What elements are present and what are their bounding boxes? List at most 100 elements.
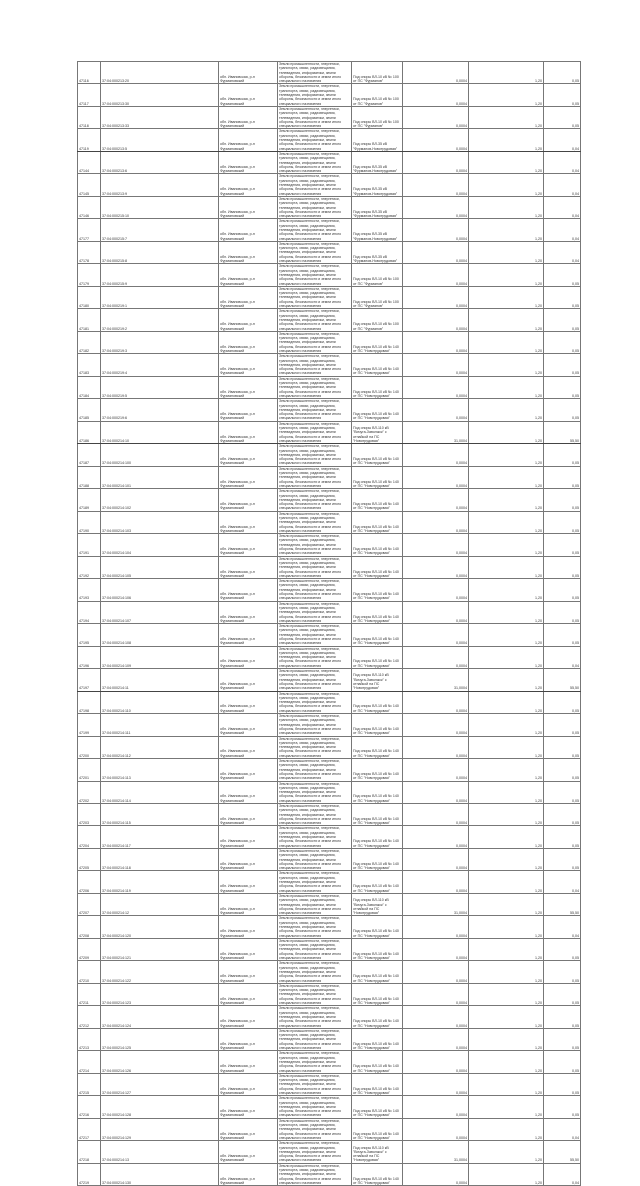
land-category-cell: Земли промышленности, энергетики, трансп… [277,375,352,400]
land-category-cell: Земли промышленности, энергетики, трансп… [277,1027,352,1052]
value-1-cell: 1,20 [468,690,544,715]
table-row: 47204 37:04:000214:117 обл. Ивановская, р-… [77,825,581,849]
cadastral-number-cell: 37:04:000214:105 [100,555,219,580]
area-cell: 0,0004 [402,443,469,467]
cadastral-number-cell: 37:04:000214:121 [100,937,219,962]
land-category-cell: Земли промышленности, энергетики, трансп… [277,1140,352,1164]
cadastral-number-cell: 37:04:000214:104 [100,533,219,557]
table-row: 47181 37:04:000219:2 обл. Ивановская, р-н … [77,308,581,332]
value-2-cell: 0,05 [543,937,581,962]
purpose-cell: Под опоры ВЛ-10 кВ № 140 от ПС "Новотруд… [351,645,403,670]
plot-number-cell: 47184 [77,375,101,400]
land-category-cell: Земли промышленности, энергетики, трансп… [277,713,352,737]
purpose-cell: Под опоры ВЛ-10 кВ № 140 от ПС "Новотруд… [351,398,403,422]
land-category-cell: Земли промышленности, энергетики, трансп… [277,218,352,242]
address-cell: обл. Ивановская, р-н Фурмановский [218,1072,278,1097]
cadastral-number-cell: 37:04:000214:106 [100,578,219,602]
purpose-cell: Под опоры ВЛ-10 кВ № 140 от ПС "Новотруд… [351,982,403,1007]
address-cell: обл. Ивановская, р-н Фурмановский [218,218,278,242]
area-cell: 0,0004 [402,735,469,760]
cadastral-number-cell: 37:04:000214:124 [100,1005,219,1029]
plot-number-cell: 47183 [77,353,101,377]
table-row: 47209 37:04:000214:121 обл. Ивановская, р-… [77,937,581,962]
value-2-cell: 0,05 [543,758,581,782]
address-cell: обл. Ивановская, р-н Фурмановский [218,263,278,287]
table-row: 47177 37:04:000215:7 обл. Ивановская, р-н … [77,218,581,242]
plot-number-cell: 47209 [77,937,101,962]
purpose-cell: Под опоры ВЛ-10 кВ № 140 от ПС "Новотруд… [351,578,403,602]
address-cell: обл. Ивановская, р-н Фурмановский [218,1050,278,1074]
area-cell: 0,0004 [402,915,469,939]
value-1-cell: 1,20 [468,847,544,872]
table-row: 47197 37:04:000214:11 обл. Ивановская, р-н… [77,668,581,692]
plot-number-cell: 47117 [77,83,101,107]
area-cell: 0,0004 [402,173,469,197]
area-cell: 0,0004 [402,375,469,400]
area-cell: 0,0004 [402,60,469,85]
value-1-cell: 1,20 [468,150,544,175]
purpose-cell: Под опоры ВЛ-10 кВ № 100 от ПС "Фурманов… [351,83,403,107]
cadastral-number-cell: 37:04:000213:20 [100,60,219,85]
value-2-cell: 0,05 [543,1027,581,1052]
value-2-cell: 0,05 [543,488,581,512]
area-cell: 0,0004 [402,1162,469,1186]
area-cell: 0,0004 [402,465,469,490]
value-1-cell: 1,20 [468,1140,544,1164]
value-2-cell: 0,05 [543,533,581,557]
table-row: 47198 37:04:000214:110 обл. Ивановская, р-… [77,690,581,715]
value-2-cell: 0,05 [543,1095,581,1119]
area-cell: 0,0004 [402,218,469,242]
value-1-cell: 1,20 [468,488,544,512]
address-cell: обл. Ивановская, р-н Фурмановский [218,1117,278,1142]
purpose-cell: Под опоры ВЛ-35 кВ "Фурманов-Новотрудова… [351,218,403,242]
land-category-cell: Земли промышленности, энергетики, трансп… [277,173,352,197]
table-row: 47191 37:04:000214:104 обл. Ивановская, р-… [77,533,581,557]
value-2-cell: 0,05 [543,1050,581,1074]
address-cell: обл. Ивановская, р-н Фурмановский [218,600,278,625]
land-category-cell: Земли промышленности, энергетики, трансп… [277,420,352,445]
cadastral-number-cell: 37:04:000214:102 [100,488,219,512]
area-cell: 0,0004 [402,353,469,377]
plot-number-cell: 47212 [77,1005,101,1029]
purpose-cell: Под опоры ВЛ-10 кВ № 140 от ПС "Новотруд… [351,915,403,939]
address-cell: обл. Ивановская, р-н Фурмановский [218,533,278,557]
address-cell: обл. Ивановская, р-н Фурмановский [218,443,278,467]
purpose-cell: Под опоры ВЛ-10 кВ № 140 от ПС "Новотруд… [351,1095,403,1119]
value-2-cell: 0,05 [543,802,581,827]
address-cell: обл. Ивановская, р-н Фурмановский [218,735,278,760]
value-1-cell: 1,20 [468,1072,544,1097]
land-category-cell: Земли промышленности, энергетики, трансп… [277,870,352,894]
purpose-cell: Под опоры ВЛ-10 кВ № 140 от ПС "Новотруд… [351,713,403,737]
value-1-cell: 1,20 [468,60,544,85]
value-2-cell: 0,05 [543,960,581,984]
purpose-cell: Под опоры ВЛ-35 кВ "Фурманов-Новотрудова… [351,128,403,152]
value-2-cell: 0,04 [543,240,581,265]
value-1-cell: 1,20 [468,353,544,377]
cadastral-number-cell: 37:04:000214:117 [100,825,219,849]
value-1-cell: 1,20 [468,1027,544,1052]
table-row: 47208 37:04:000214:120 обл. Ивановская, р-… [77,915,581,939]
address-cell: обл. Ивановская, р-н Фурмановский [218,420,278,445]
value-1-cell: 1,20 [468,308,544,332]
area-cell: 0,0004 [402,330,469,355]
cadastral-number-cell: 37:04:000213:30 [100,83,219,107]
plot-number-cell: 47181 [77,308,101,332]
value-2-cell: 0,05 [543,623,581,647]
land-category-cell: Земли промышленности, энергетики, трансп… [277,105,352,130]
cadastral-number-cell: 37:04:000214:115 [100,802,219,827]
cadastral-number-cell: 37:04:000214:101 [100,465,219,490]
value-1-cell: 1,20 [468,915,544,939]
area-cell: 0,0004 [402,1095,469,1119]
value-2-cell: 0,05 [543,735,581,760]
land-category-cell: Земли промышленности, энергетики, трансп… [277,240,352,265]
cadastral-number-cell: 37:04:000214:10 [100,420,219,445]
value-1-cell: 1,20 [468,398,544,422]
cadastral-number-cell: 37:04:000215:10 [100,195,219,220]
area-cell: 0,0004 [402,533,469,557]
value-1-cell: 1,20 [468,758,544,782]
value-1-cell: 1,20 [468,533,544,557]
plot-number-cell: 47194 [77,600,101,625]
land-category-cell: Земли промышленности, энергетики, трансп… [277,982,352,1007]
plot-number-cell: 47145 [77,173,101,197]
land-category-cell: Земли промышленности, энергетики, трансп… [277,128,352,152]
